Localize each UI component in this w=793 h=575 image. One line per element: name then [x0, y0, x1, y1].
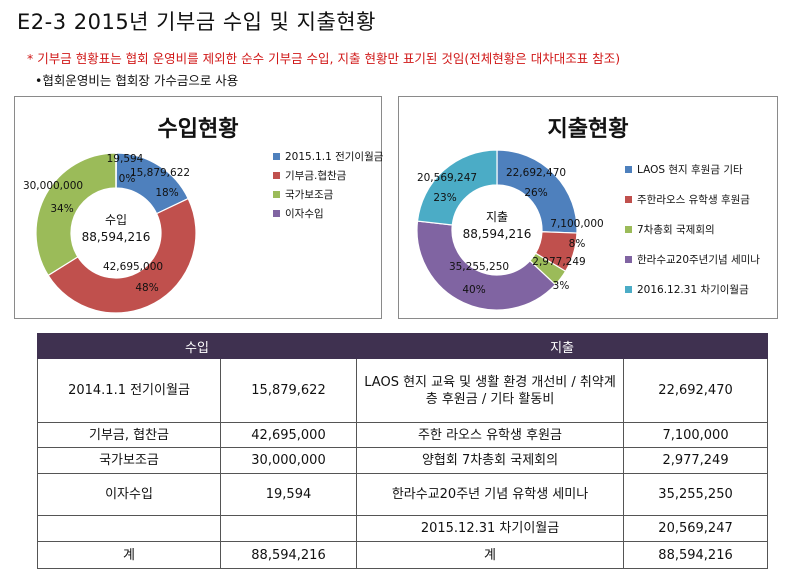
income-item-cell: 기부금, 협찬금 — [37, 422, 221, 448]
income-chart-title: 수입현황 — [157, 117, 239, 142]
legend-label: 7차총회 국제회의 — [637, 224, 715, 236]
table-total-row: 계 88,594,216 계 88,594,216 — [37, 541, 769, 569]
income-slice-value-label: 30,000,000 — [23, 180, 83, 192]
expense-header: 지출 — [356, 333, 769, 359]
expense-slice-value-label: 7,100,000 — [550, 218, 603, 230]
income-amount-cell: 15,879,622 — [219, 358, 358, 423]
income-amount-cell: 19,594 — [219, 473, 358, 516]
table-header-row: 수입 지출 — [36, 333, 769, 359]
legend-label: 2016.12.31 차기이월금 — [637, 284, 749, 296]
expense-slice-4 — [416, 220, 557, 311]
income-slice-percent-label: 0% — [119, 173, 136, 185]
expense-slice-value-label: 22,692,470 — [506, 167, 566, 179]
expense-slice-value-label: 35,255,250 — [449, 261, 509, 273]
expense-center-value: 88,594,216 — [463, 227, 532, 241]
expense-item-cell: 주한 라오스 유학생 후원금 — [356, 422, 625, 448]
table-row: 기부금, 협찬금 42,695,000 주한 라오스 유학생 후원금 7,100… — [37, 422, 769, 448]
income-slice-percent-label: 34% — [50, 203, 73, 215]
income-item-cell — [37, 515, 221, 542]
expense-slice-percent-label: 23% — [433, 192, 456, 204]
table-row: 2014.1.1 전기이월금 15,879,622 LAOS 현지 교육 및 생… — [37, 358, 769, 423]
expense-amount-cell: 22,692,470 — [623, 358, 769, 423]
income-slice-value-label: 42,695,000 — [103, 261, 163, 273]
expense-item-cell: 양협회 7차총회 국제회의 — [356, 447, 625, 474]
legend-swatch — [273, 172, 280, 179]
expense-center-label: 지출 — [486, 210, 508, 224]
expense-amount-cell: 7,100,000 — [623, 422, 769, 448]
legend-swatch — [625, 286, 632, 293]
legend-label: 이자수입 — [285, 207, 324, 220]
income-expense-table: 수입 지출 2014.1.1 전기이월금 15,879,622 LAOS 현지 … — [36, 333, 769, 569]
expense-chart-panel: 지출현황 22,692,470 26% 7,100,000 8% 2,977,249 3%… — [398, 96, 778, 319]
table-row: 2015.12.31 차기이월금 20,569,247 — [37, 515, 769, 542]
income-amount-cell — [219, 515, 358, 542]
income-total-label: 계 — [37, 541, 221, 569]
legend-swatch — [273, 210, 280, 217]
income-donut-chart: 15,879,622 18% 42,695,000 48% 30,000,000 34% 1… — [23, 151, 383, 314]
expense-donut-chart: 22,692,470 26% 7,100,000 8% 2,977,249 3% 35,25… — [416, 149, 760, 311]
expense-item-cell: LAOS 현지 교육 및 생활 환경 개선비 / 취약계층 후원금 / 기타 활… — [356, 358, 625, 423]
expense-item-cell: 한라수교20주년 기념 유학생 세미나 — [356, 473, 625, 516]
red-note: * 기부금 현황표는 협회 운영비를 제외한 순수 기부금 수입, 지출 현황만… — [27, 51, 621, 66]
expense-slice-percent-label: 3% — [553, 280, 570, 292]
legend-swatch — [625, 256, 632, 263]
income-slice-percent-label: 18% — [155, 187, 178, 199]
income-amount-cell: 30,000,000 — [219, 447, 358, 474]
page-title: E2-3 2015년 기부금 수입 및 지출현황 — [17, 10, 376, 34]
expense-item-cell: 2015.12.31 차기이월금 — [356, 515, 625, 542]
income-center-label: 수입 — [105, 213, 127, 227]
expense-total-label: 계 — [356, 541, 625, 569]
expense-slice-value-label: 2,977,249 — [532, 256, 585, 268]
expense-slice-percent-label: 40% — [462, 284, 485, 296]
expense-amount-cell: 20,569,247 — [623, 515, 769, 542]
income-center-value: 88,594,216 — [82, 230, 151, 244]
income-slice-value-label: 19,594 — [107, 153, 144, 165]
expense-chart-title: 지출현황 — [547, 117, 629, 142]
expense-slice-1 — [496, 149, 578, 234]
income-item-cell: 이자수입 — [37, 473, 221, 516]
legend-swatch — [625, 196, 632, 203]
income-item-cell: 국가보조금 — [37, 447, 221, 474]
legend-label: LAOS 현지 후원금 기타 — [637, 164, 743, 176]
table-row: 이자수입 19,594 한라수교20주년 기념 유학생 세미나 35,255,2… — [37, 473, 769, 516]
legend-swatch — [273, 191, 280, 198]
expense-slice-percent-label: 26% — [524, 187, 547, 199]
legend-label: 주한라오스 유학생 후원금 — [637, 194, 750, 206]
legend-label: 2015.1.1 전기이월금 — [285, 151, 383, 163]
income-header: 수입 — [36, 333, 358, 359]
expense-total-amount: 88,594,216 — [623, 541, 769, 569]
table-row: 국가보조금 30,000,000 양협회 7차총회 국제회의 2,977,249 — [37, 447, 769, 474]
legend-swatch — [625, 166, 632, 173]
income-amount-cell: 42,695,000 — [219, 422, 358, 448]
income-chart-panel: 수입현황 15,879,622 18% 42,695,000 48% 30,000,00… — [14, 96, 383, 319]
expense-slice-value-label: 20,569,247 — [417, 172, 477, 184]
income-total-amount: 88,594,216 — [219, 541, 358, 569]
legend-swatch — [625, 226, 632, 233]
legend-swatch — [273, 153, 280, 160]
income-item-cell: 2014.1.1 전기이월금 — [37, 358, 221, 423]
expense-amount-cell: 2,977,249 — [623, 447, 769, 474]
legend-label: 국가보조금 — [285, 189, 334, 201]
expense-amount-cell: 35,255,250 — [623, 473, 769, 516]
expense-slice-5 — [416, 149, 498, 226]
income-slice-2 — [47, 197, 197, 314]
expense-slice-percent-label: 8% — [569, 238, 586, 250]
income-slice-3 — [35, 152, 117, 277]
income-slice-value-label: 15,879,622 — [130, 167, 190, 179]
legend-label: 한라수교20주년기념 세미나 — [637, 254, 760, 266]
operating-cost-note: •협회운영비는 협회장 가수금으로 사용 — [35, 73, 239, 88]
legend-label: 기부금.협찬금 — [285, 169, 347, 182]
income-slice-percent-label: 48% — [135, 282, 158, 294]
